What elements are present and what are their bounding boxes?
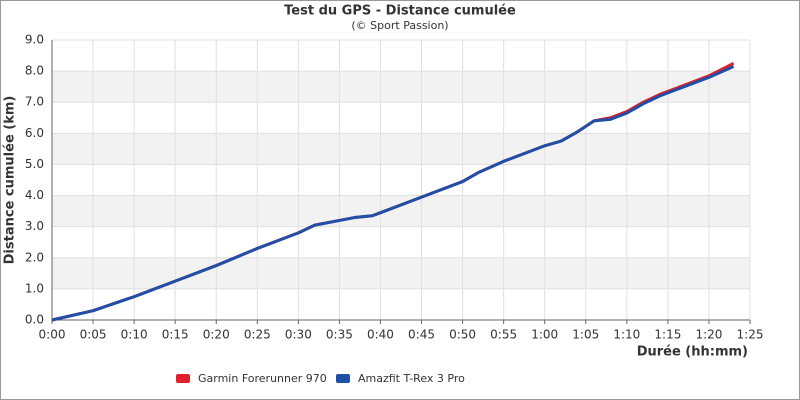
chart-subtitle: (© Sport Passion): [351, 19, 448, 32]
y-tick-label: 4.0: [25, 188, 44, 202]
x-axis-title: Durée (hh:mm): [637, 345, 748, 360]
legend-label: Garmin Forerunner 970: [198, 372, 327, 385]
chart-title: Test du GPS - Distance cumulée: [284, 4, 516, 19]
y-tick-label: 6.0: [25, 126, 44, 140]
x-tick-label: 0:50: [449, 328, 476, 342]
series-line: [51, 65, 735, 322]
x-tick-label: 0:55: [490, 328, 517, 342]
grid-band: [52, 257, 750, 289]
x-tick-label: 1:15: [654, 328, 681, 342]
x-tick-label: 0:05: [80, 328, 107, 342]
y-tick-label: 2.0: [25, 250, 44, 264]
y-tick-label: 8.0: [25, 64, 44, 78]
x-tick-label: 0:45: [408, 328, 435, 342]
grid-band: [52, 71, 750, 103]
legend-swatch: [336, 374, 350, 383]
y-tick-label: 9.0: [25, 33, 44, 47]
y-tick-label: 0.0: [25, 313, 44, 327]
x-tick-label: 0:00: [39, 328, 66, 342]
x-tick-label: 0:20: [203, 328, 230, 342]
grid-band: [52, 133, 750, 165]
x-tick-label: 0:35: [326, 328, 353, 342]
y-axis-title: Distance cumulée (km): [3, 96, 18, 265]
x-tick-label: 0:10: [121, 328, 148, 342]
legend-swatch: [176, 374, 190, 383]
y-tick-label: 3.0: [25, 219, 44, 233]
x-tick-label: 0:25: [244, 328, 271, 342]
x-tick-label: 0:30: [285, 328, 312, 342]
x-tick-label: 1:05: [572, 328, 599, 342]
x-tick-label: 0:40: [367, 328, 394, 342]
legend-label: Amazfit T-Rex 3 Pro: [358, 372, 465, 385]
x-tick-label: 0:15: [162, 328, 189, 342]
x-tick-label: 1:00: [531, 328, 558, 342]
y-tick-label: 7.0: [25, 95, 44, 109]
grid-band: [52, 195, 750, 227]
x-tick-label: 1:20: [695, 328, 722, 342]
x-tick-label: 1:25: [737, 328, 764, 342]
x-tick-label: 1:10: [613, 328, 640, 342]
y-tick-label: 1.0: [25, 281, 44, 295]
y-tick-label: 5.0: [25, 157, 44, 171]
